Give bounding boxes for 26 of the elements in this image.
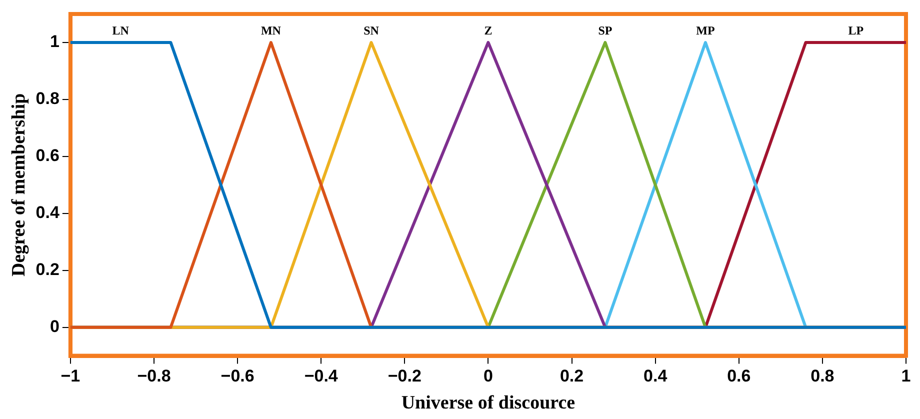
y-tick-label: 0.4 xyxy=(36,203,60,222)
series-label: MN xyxy=(260,24,282,38)
x-tick-label: 1 xyxy=(901,366,911,386)
series-label: LP xyxy=(848,24,864,38)
x-tick-label: −0.6 xyxy=(220,366,254,386)
x-tick-label: 0.6 xyxy=(727,366,751,386)
x-axis-title: Universe of discource xyxy=(401,392,576,414)
x-tick-label: −1 xyxy=(60,366,80,386)
series-label: SN xyxy=(364,24,380,38)
series-label: LN xyxy=(112,24,130,38)
y-tick-label: 0.2 xyxy=(36,260,60,280)
x-tick-label: 0.4 xyxy=(644,366,668,386)
series-label: Z xyxy=(484,24,492,38)
x-tick-label: 0 xyxy=(483,366,493,386)
y-tick-label: 1 xyxy=(50,32,60,52)
y-tick-label: 0.8 xyxy=(36,89,60,108)
y-tick-label: 0 xyxy=(50,317,60,336)
x-tick-label: −0.4 xyxy=(304,366,338,386)
x-tick-label: −0.2 xyxy=(388,366,422,386)
y-tick-label: 0.6 xyxy=(36,146,60,166)
series-label: SP xyxy=(598,24,612,38)
series-label: MP xyxy=(696,24,715,38)
x-tick-label: −0.8 xyxy=(137,366,171,386)
y-axis-title: Degree of membership xyxy=(8,93,30,277)
x-tick-label: 0.2 xyxy=(560,366,584,386)
x-tick-label: 0.8 xyxy=(810,366,834,386)
